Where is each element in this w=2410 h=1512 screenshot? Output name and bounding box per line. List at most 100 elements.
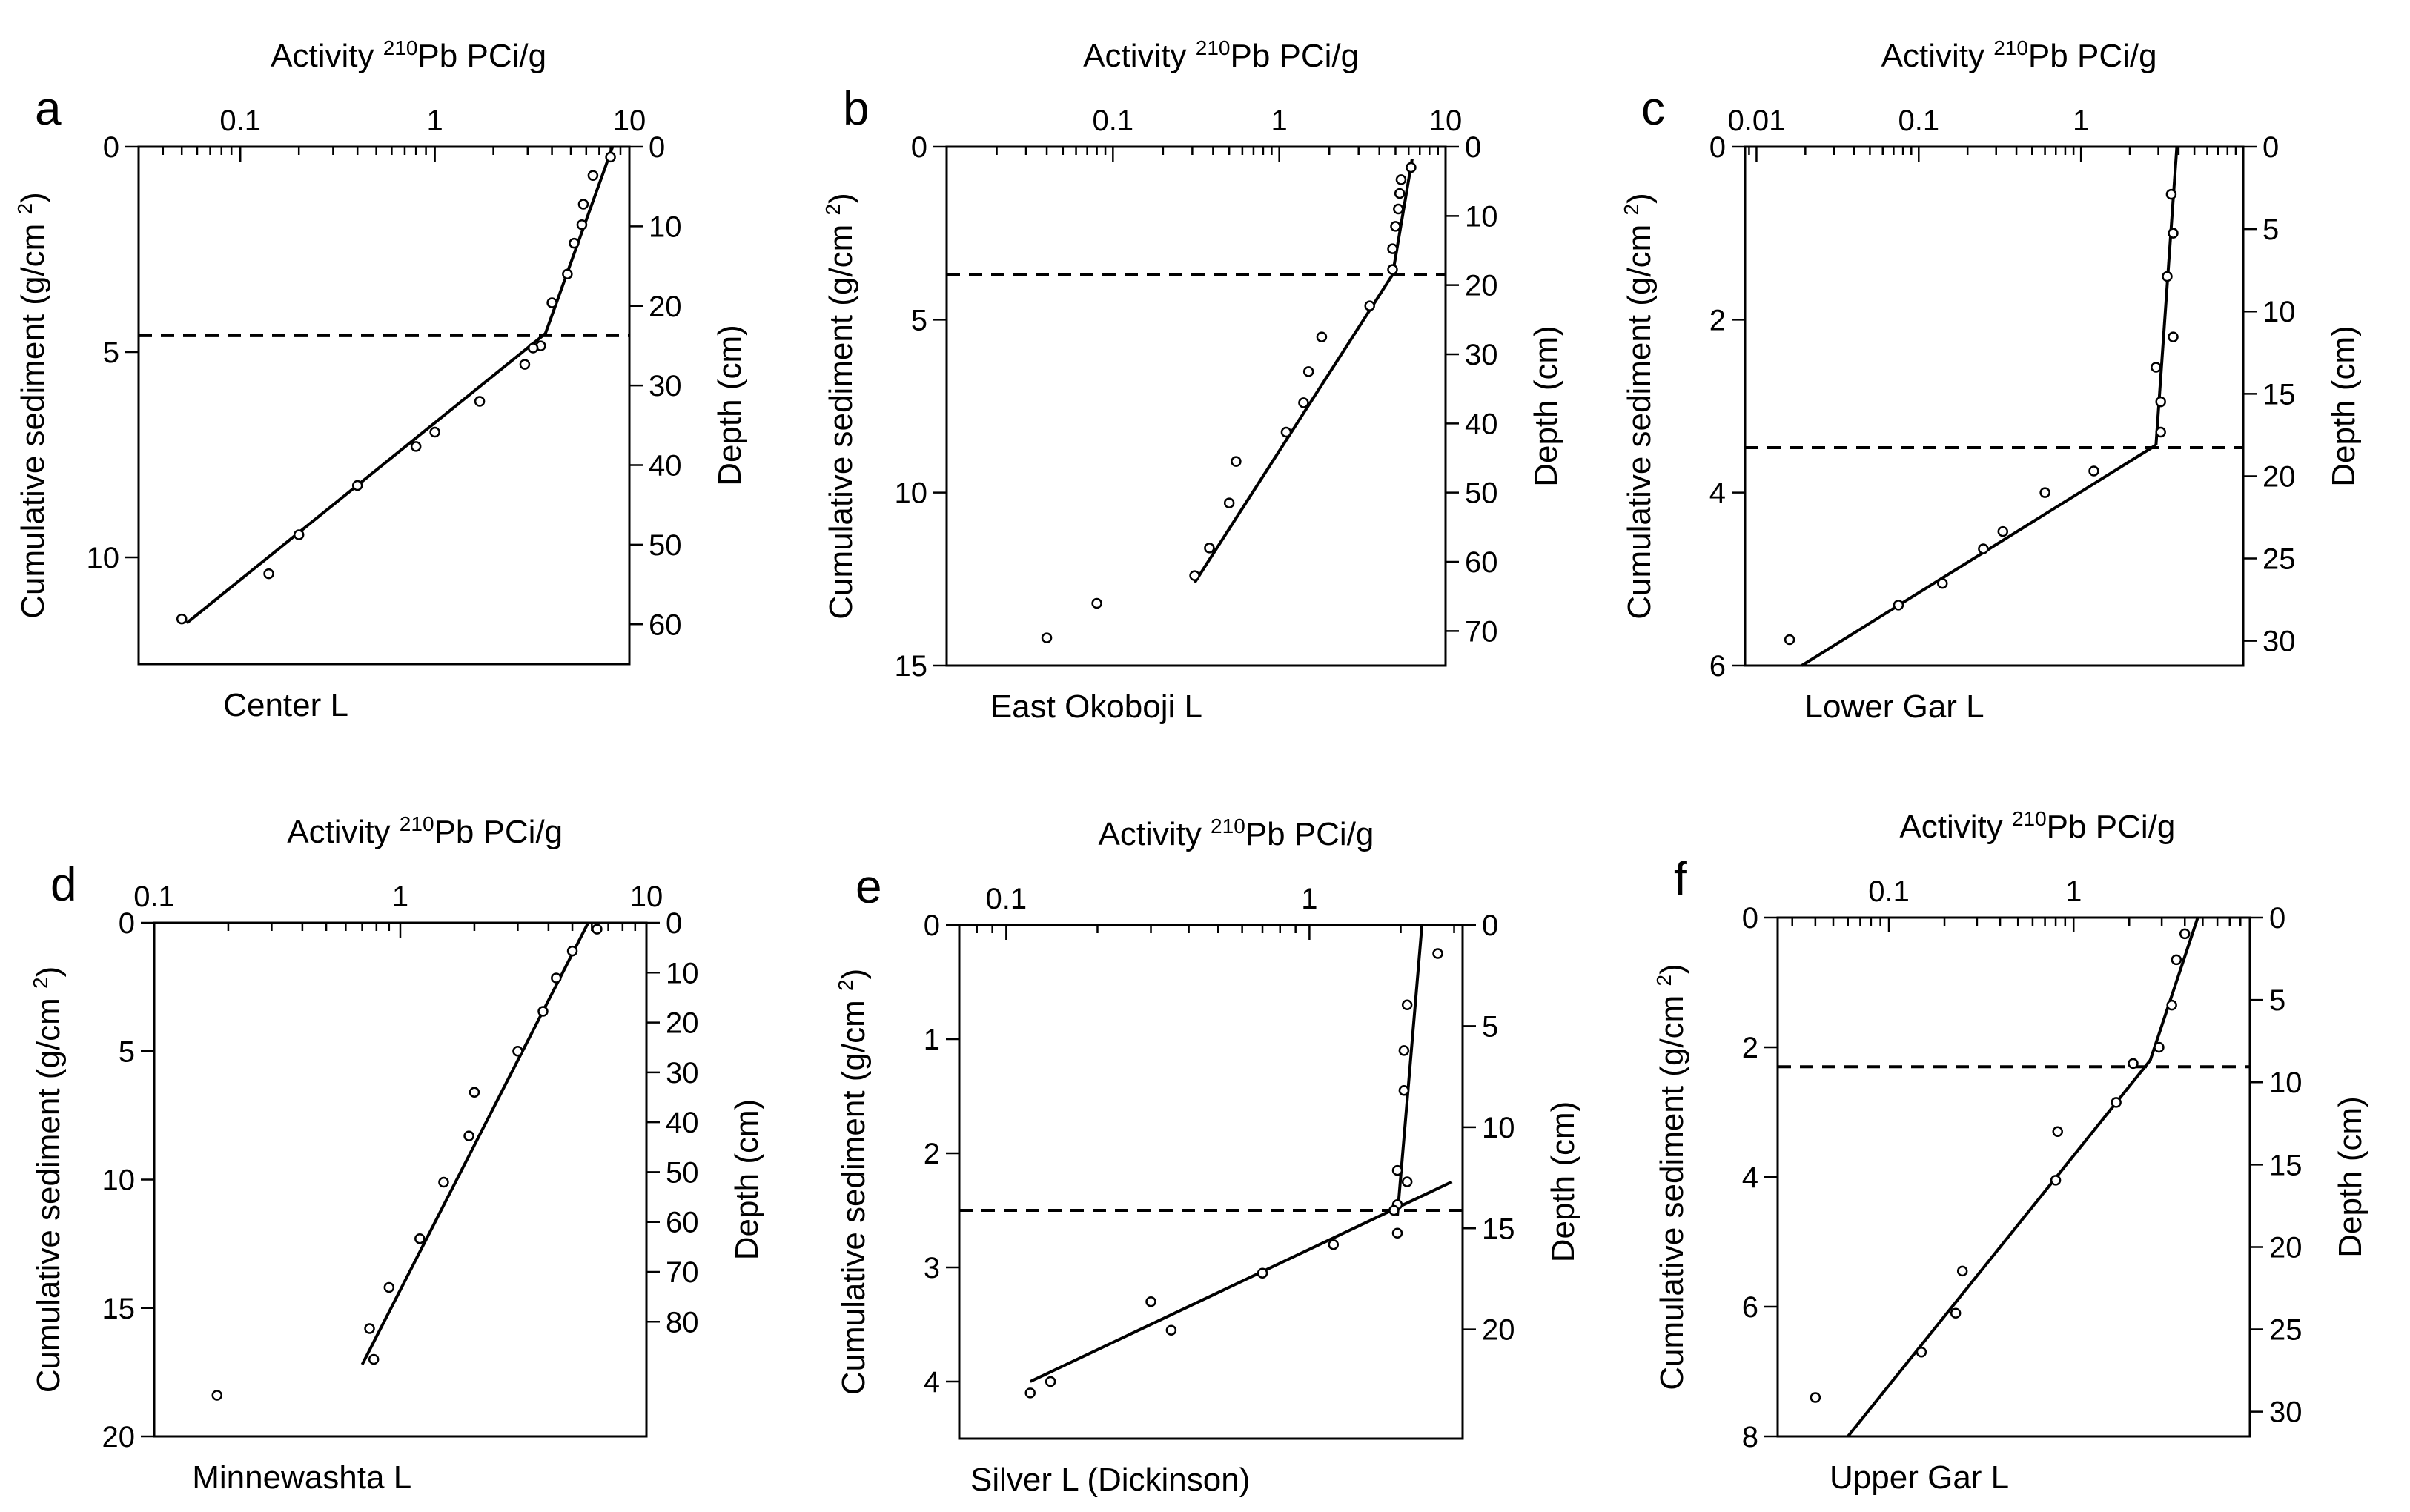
data-point [1950, 1307, 1962, 1319]
depth-tick-label: 30 [2269, 1396, 2303, 1429]
y-tick-label: 0 [119, 907, 135, 940]
x-tick-label: 0.01 [1728, 105, 1786, 137]
data-point [364, 1323, 375, 1334]
data-point [2052, 1126, 2063, 1137]
depth-tick-label: 20 [666, 1007, 699, 1040]
x-tick-label: 1 [426, 105, 443, 137]
y-tick-label: 10 [102, 1164, 136, 1197]
data-point [2171, 954, 2182, 966]
depth-tick-label: 20 [649, 291, 682, 323]
data-point [414, 1233, 426, 1244]
data-point [551, 972, 562, 984]
data-point [2168, 331, 2179, 342]
x-tick-label: 0.1 [133, 881, 175, 913]
data-point [2154, 1041, 2165, 1053]
y-tick-label: 5 [103, 336, 119, 369]
data-point [2050, 1175, 2062, 1186]
data-point [1997, 525, 2009, 537]
data-point [569, 237, 580, 249]
data-point [2128, 1058, 2139, 1070]
y-tick-label: 15 [102, 1293, 136, 1325]
depth-tick-label: 30 [1465, 339, 1498, 371]
x-tick-label: 10 [1429, 105, 1463, 137]
data-point [527, 342, 539, 354]
data-point [519, 359, 531, 370]
y-tick-label: 3 [924, 1252, 940, 1284]
x-tick-label: 0.1 [219, 105, 261, 137]
data-point [2162, 271, 2173, 282]
top-axis-title: Activity 210Pb PCi/g [271, 36, 546, 74]
plot-frame [1776, 916, 2251, 1438]
data-point [1810, 1392, 1821, 1403]
data-point [2155, 396, 2166, 408]
data-point [1893, 600, 1904, 611]
data-point [1937, 577, 1948, 589]
data-point [1298, 397, 1309, 408]
data-point [1956, 1265, 1968, 1277]
panel-letter: f [1674, 852, 1687, 906]
top-axis-title: Activity 210Pb PCi/g [1899, 807, 2175, 845]
fit-line [1391, 158, 1414, 276]
plot-frame [153, 921, 648, 1438]
data-point [1280, 426, 1292, 438]
y-tick-label: 5 [119, 1035, 135, 1068]
data-point [2088, 465, 2099, 477]
x-tick-label: 10 [630, 881, 663, 913]
top-axis-title: Activity 210Pb PCi/g [1083, 36, 1359, 74]
depth-tick-label: 50 [666, 1156, 699, 1189]
data-point [383, 1281, 395, 1293]
y-tick-label: 0 [924, 909, 940, 942]
y-tick-label: 4 [924, 1366, 940, 1399]
depth-tick-label: 20 [1482, 1314, 1515, 1347]
data-point [1398, 1045, 1410, 1056]
data-point [293, 529, 305, 540]
right-axis-title: Depth (cm) [712, 325, 748, 486]
data-point [1041, 632, 1053, 643]
depth-tick-label: 10 [1465, 200, 1498, 233]
data-point [1045, 1376, 1056, 1387]
depth-tick-label: 10 [2269, 1067, 2303, 1099]
y-tick-label: 4 [1709, 477, 1726, 510]
fit-line [1193, 273, 1394, 584]
depth-tick-label: 50 [649, 529, 682, 562]
data-point [2151, 362, 2162, 373]
fit-line [1801, 443, 2157, 667]
data-point [587, 170, 599, 182]
depth-tick-label: 0 [1482, 909, 1498, 942]
data-point [1390, 221, 1401, 232]
data-point [1189, 570, 1200, 581]
right-axis-title: Depth (cm) [729, 1099, 765, 1261]
top-axis-title: Activity 210Pb PCi/g [1098, 815, 1374, 852]
data-point [605, 151, 616, 163]
data-point [537, 1006, 549, 1017]
data-point [566, 945, 578, 957]
depth-tick-label: 30 [666, 1057, 699, 1090]
data-point [2168, 228, 2179, 239]
x-tick-label: 0.1 [1868, 875, 1910, 908]
data-point [1231, 456, 1242, 467]
x-tick-label: 1 [392, 881, 408, 913]
y-tick-label: 2 [924, 1138, 940, 1170]
depth-tick-label: 60 [649, 609, 682, 641]
data-point [410, 441, 422, 452]
fit-line [2148, 917, 2199, 1061]
data-point [2165, 188, 2177, 200]
left-axis-title: Cumulative sediment (g/cm 2) [13, 192, 51, 619]
data-point [1316, 331, 1328, 342]
y-tick-label: 0 [103, 131, 119, 164]
right-axis-title: Depth (cm) [2332, 1096, 2368, 1258]
x-tick-label: 0.1 [1898, 105, 1939, 137]
data-point [577, 199, 589, 210]
depth-tick-label: 50 [1465, 477, 1498, 510]
depth-tick-label: 10 [1482, 1112, 1515, 1144]
y-tick-label: 15 [895, 650, 928, 683]
depth-tick-label: 15 [2269, 1149, 2303, 1181]
data-point [1401, 1176, 1413, 1187]
left-axis-title: Cumulative sediment (g/cm 2) [29, 966, 67, 1393]
fit-line [185, 332, 546, 625]
data-point [1395, 174, 1407, 185]
data-point [429, 426, 440, 438]
